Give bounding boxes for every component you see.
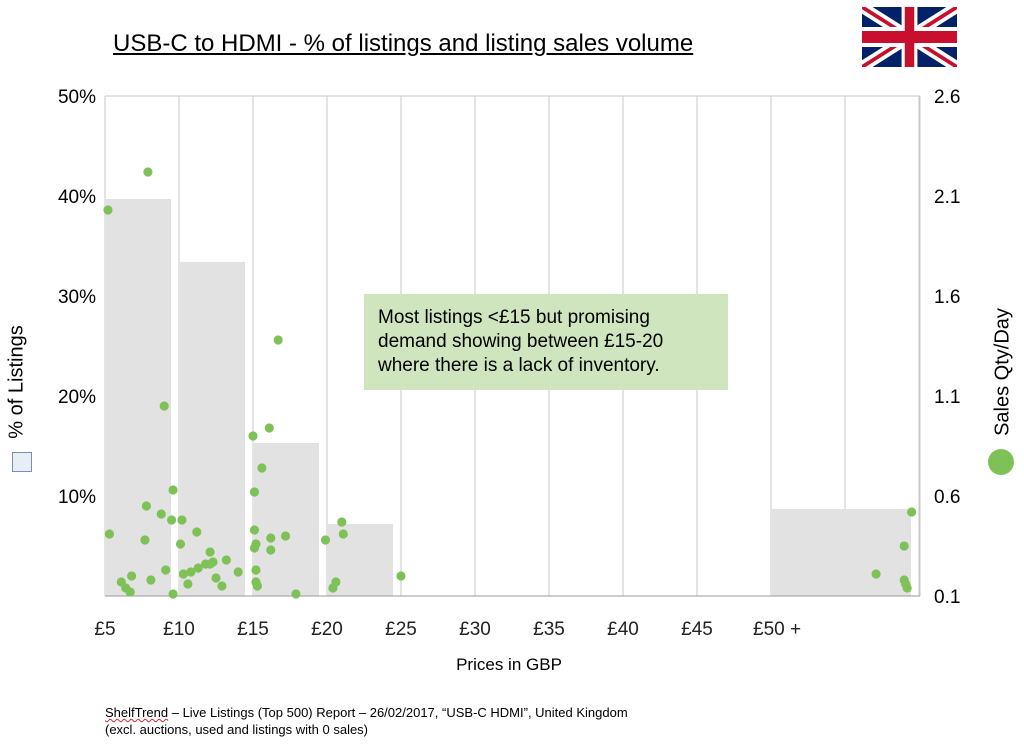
scatter-point bbox=[127, 571, 137, 581]
scatter-point bbox=[871, 569, 881, 579]
scatter-point bbox=[337, 517, 347, 527]
uk-flag-icon bbox=[862, 7, 957, 67]
scatter-point bbox=[208, 557, 218, 567]
scatter-point bbox=[907, 507, 917, 517]
scatter-point bbox=[252, 581, 263, 591]
scatter-point bbox=[211, 573, 221, 583]
x-tick-label: £25 bbox=[385, 619, 417, 640]
scatter-point bbox=[205, 547, 215, 557]
scatter-point bbox=[266, 545, 276, 555]
x-tick-label: £40 bbox=[607, 619, 639, 640]
legend-sales-swatch bbox=[988, 449, 1014, 475]
scatter-point bbox=[193, 563, 203, 573]
y2-tick-label: 0.6 bbox=[934, 487, 960, 508]
scatter-point bbox=[103, 205, 113, 215]
scatter-point bbox=[156, 509, 166, 519]
scatter-point bbox=[146, 575, 156, 585]
footer-source: ShelfTrend – Live Listings (Top 500) Rep… bbox=[105, 704, 628, 738]
scatter-point bbox=[251, 565, 261, 575]
scatter-point bbox=[178, 569, 189, 579]
scatter-point bbox=[159, 401, 169, 411]
annotation-callout: Most listings <£15 but promising demand … bbox=[364, 294, 728, 390]
scatter-point bbox=[273, 335, 283, 345]
y2-axis-ticks: 0.1 0.6 1.1 1.6 2.1 2.6 bbox=[934, 87, 960, 608]
scatter-point bbox=[175, 539, 186, 549]
x-tick-label: £15 bbox=[237, 619, 269, 640]
x-tick-label: £30 bbox=[459, 619, 491, 640]
scatter-point bbox=[104, 529, 115, 539]
y-axis-label: % of Listings bbox=[5, 325, 28, 439]
scatter-point bbox=[168, 485, 178, 495]
scatter-point bbox=[125, 587, 135, 597]
scatter-point bbox=[899, 541, 909, 551]
scatter-point bbox=[183, 579, 193, 589]
legend-listings-swatch bbox=[12, 452, 32, 472]
x-axis-label: Prices in GBP bbox=[456, 655, 562, 674]
scatter-point bbox=[249, 487, 260, 497]
scatter-point bbox=[251, 539, 261, 549]
scatter-point bbox=[249, 525, 260, 535]
x-tick-label: £5 bbox=[94, 619, 115, 640]
y2-tick-label: 2.6 bbox=[934, 87, 960, 108]
scatter-point bbox=[168, 589, 178, 599]
scatter-point bbox=[143, 167, 153, 177]
scatter-point bbox=[320, 535, 331, 545]
x-axis-ticks: £5 £10 £15 £20 £25 £30 £35 £40 £45 £50 + bbox=[94, 619, 801, 640]
bar bbox=[106, 199, 171, 596]
scatter-point bbox=[161, 565, 171, 575]
scatter-points bbox=[103, 167, 917, 599]
x-tick-label: £50 + bbox=[753, 619, 801, 640]
scatter-point bbox=[264, 423, 274, 433]
scatter-point bbox=[902, 583, 912, 593]
x-tick-label: £35 bbox=[533, 619, 565, 640]
y-tick-label: 20% bbox=[58, 387, 96, 408]
scatter-point bbox=[331, 577, 341, 587]
y2-axis-label: Sales Qty/Day bbox=[991, 308, 1014, 436]
scatter-point bbox=[233, 567, 243, 577]
x-tick-label: £10 bbox=[163, 619, 195, 640]
y2-tick-label: 1.1 bbox=[934, 387, 960, 408]
scatter-point bbox=[291, 589, 301, 599]
scatter-point bbox=[141, 501, 152, 511]
y2-tick-label: 1.6 bbox=[934, 287, 960, 308]
scatter-point bbox=[186, 567, 196, 577]
scatter-point bbox=[177, 515, 187, 525]
scatter-point bbox=[396, 571, 406, 581]
chart-title: USB-C to HDMI - % of listings and listin… bbox=[113, 30, 694, 57]
x-tick-label: £20 bbox=[311, 619, 343, 640]
y-tick-label: 50% bbox=[58, 87, 96, 108]
scatter-point bbox=[266, 533, 276, 543]
bar bbox=[180, 262, 245, 596]
footer-brand: ShelfTrend bbox=[105, 705, 169, 720]
scatter-point bbox=[140, 535, 150, 545]
scatter-point bbox=[167, 515, 177, 525]
footer-line2: (excl. auctions, used and listings with … bbox=[105, 722, 369, 737]
y-tick-label: 10% bbox=[58, 487, 96, 508]
bars bbox=[105, 199, 920, 597]
x-tick-label: £45 bbox=[681, 619, 713, 640]
scatter-point bbox=[217, 581, 227, 591]
bar bbox=[772, 509, 911, 596]
scatter-point bbox=[221, 555, 231, 565]
y2-tick-label: 0.1 bbox=[934, 587, 960, 608]
scatter-point bbox=[257, 463, 267, 473]
y-tick-label: 40% bbox=[58, 187, 96, 208]
scatter-point bbox=[280, 531, 291, 541]
scatter-point bbox=[338, 529, 348, 539]
y2-tick-label: 2.1 bbox=[934, 187, 960, 208]
scatter-point bbox=[248, 431, 258, 441]
y-axis-ticks: 10% 20% 30% 40% 50% bbox=[58, 87, 96, 508]
footer-line1: – Live Listings (Top 500) Report – 26/02… bbox=[168, 705, 628, 720]
scatter-point bbox=[192, 527, 202, 537]
y-tick-label: 30% bbox=[58, 287, 96, 308]
